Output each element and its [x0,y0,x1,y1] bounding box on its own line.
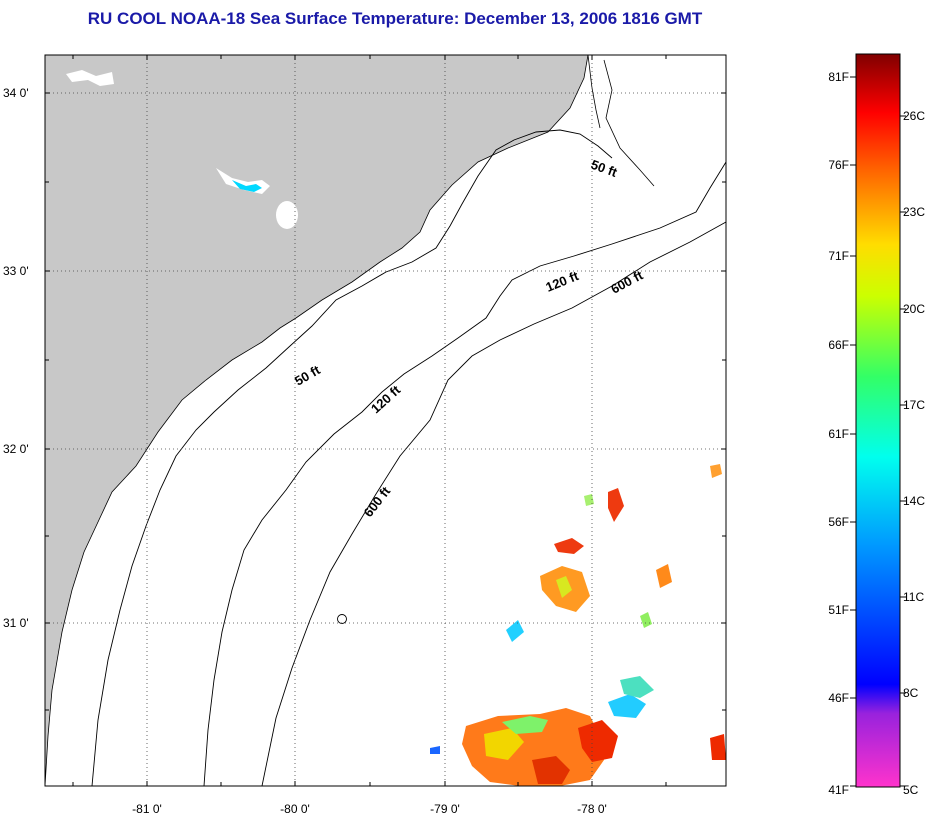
colorbar-fahrenheit-label: 51F [828,603,849,617]
colorbar: 81F 76F 71F 66F 61F 56F 51F 46F 41F 26C … [828,53,925,797]
latitude-label: 31 0' [3,616,29,630]
sst-patch-hot [608,488,624,522]
barrier-islands [587,55,655,187]
sst-patch-hot [710,734,726,760]
land-mass [45,55,589,786]
colorbar-fahrenheit-label: 56F [828,515,849,529]
colorbar-celsius-label: 11C [903,590,924,604]
sst-patch-cyan [506,620,524,642]
isobath-600ft [261,221,726,786]
colorbar-celsius-label: 17C [903,398,925,412]
latitude-label: 33 0' [3,264,29,278]
sst-patch-blue [430,746,440,754]
latitude-label: 32 0' [3,442,29,456]
sst-patch-yellow [484,728,524,760]
colorbar-celsius-label: 8C [903,686,919,700]
sst-patch-hot [578,720,618,762]
land-lake [232,180,262,192]
axis-ticks [45,55,726,786]
colorbar-fahrenheit-label: 71F [828,249,849,263]
longitude-label: -78 0' [577,802,607,816]
map-frame [44,54,727,787]
isobath-120ft [203,161,726,786]
latitude-label: 34 0' [3,86,29,100]
sst-patch-green [584,494,594,506]
land-lake [66,70,114,86]
colorbar-fahrenheit-label: 66F [828,338,849,352]
colorbar-celsius-label: 20C [903,302,925,316]
longitude-label: -81 0' [132,802,162,816]
colorbar-fahrenheit-label: 46F [828,691,849,705]
sst-patch-warm [710,464,722,478]
sst-patch-yellow [556,576,572,598]
colorbar-fahrenheit-label: 76F [828,158,849,172]
graticule [45,55,726,786]
land-lake [276,201,298,229]
isobath-600ft-loop [337,614,347,624]
colorbar-celsius-label: 26C [903,109,925,123]
colorbar-celsius-label: 23C [903,205,925,219]
sst-patch-cyan [608,694,646,718]
colorbar-fahrenheit-label: 81F [828,70,849,84]
sst-patch-hot [554,538,584,554]
sst-patch-warm [656,564,672,588]
map-title: RU COOL NOAA-18 Sea Surface Temperature:… [87,9,703,28]
sst-patch-green [502,716,548,734]
colorbar-fahrenheit-label: 41F [828,783,849,797]
longitude-label: -79 0' [430,802,460,816]
longitude-label: -80 0' [280,802,310,816]
colorbar-gradient [855,53,901,788]
sst-patch-hot [532,756,570,784]
colorbar-celsius-label: 14C [903,494,925,508]
colorbar-celsius-label: 5C [903,783,919,797]
colorbar-fahrenheit-label: 61F [828,427,849,441]
sst-patch-green [640,612,652,628]
sst-patch-teal [620,676,654,698]
isobath-50ft [91,129,613,786]
sst-patch-warm [462,708,604,786]
